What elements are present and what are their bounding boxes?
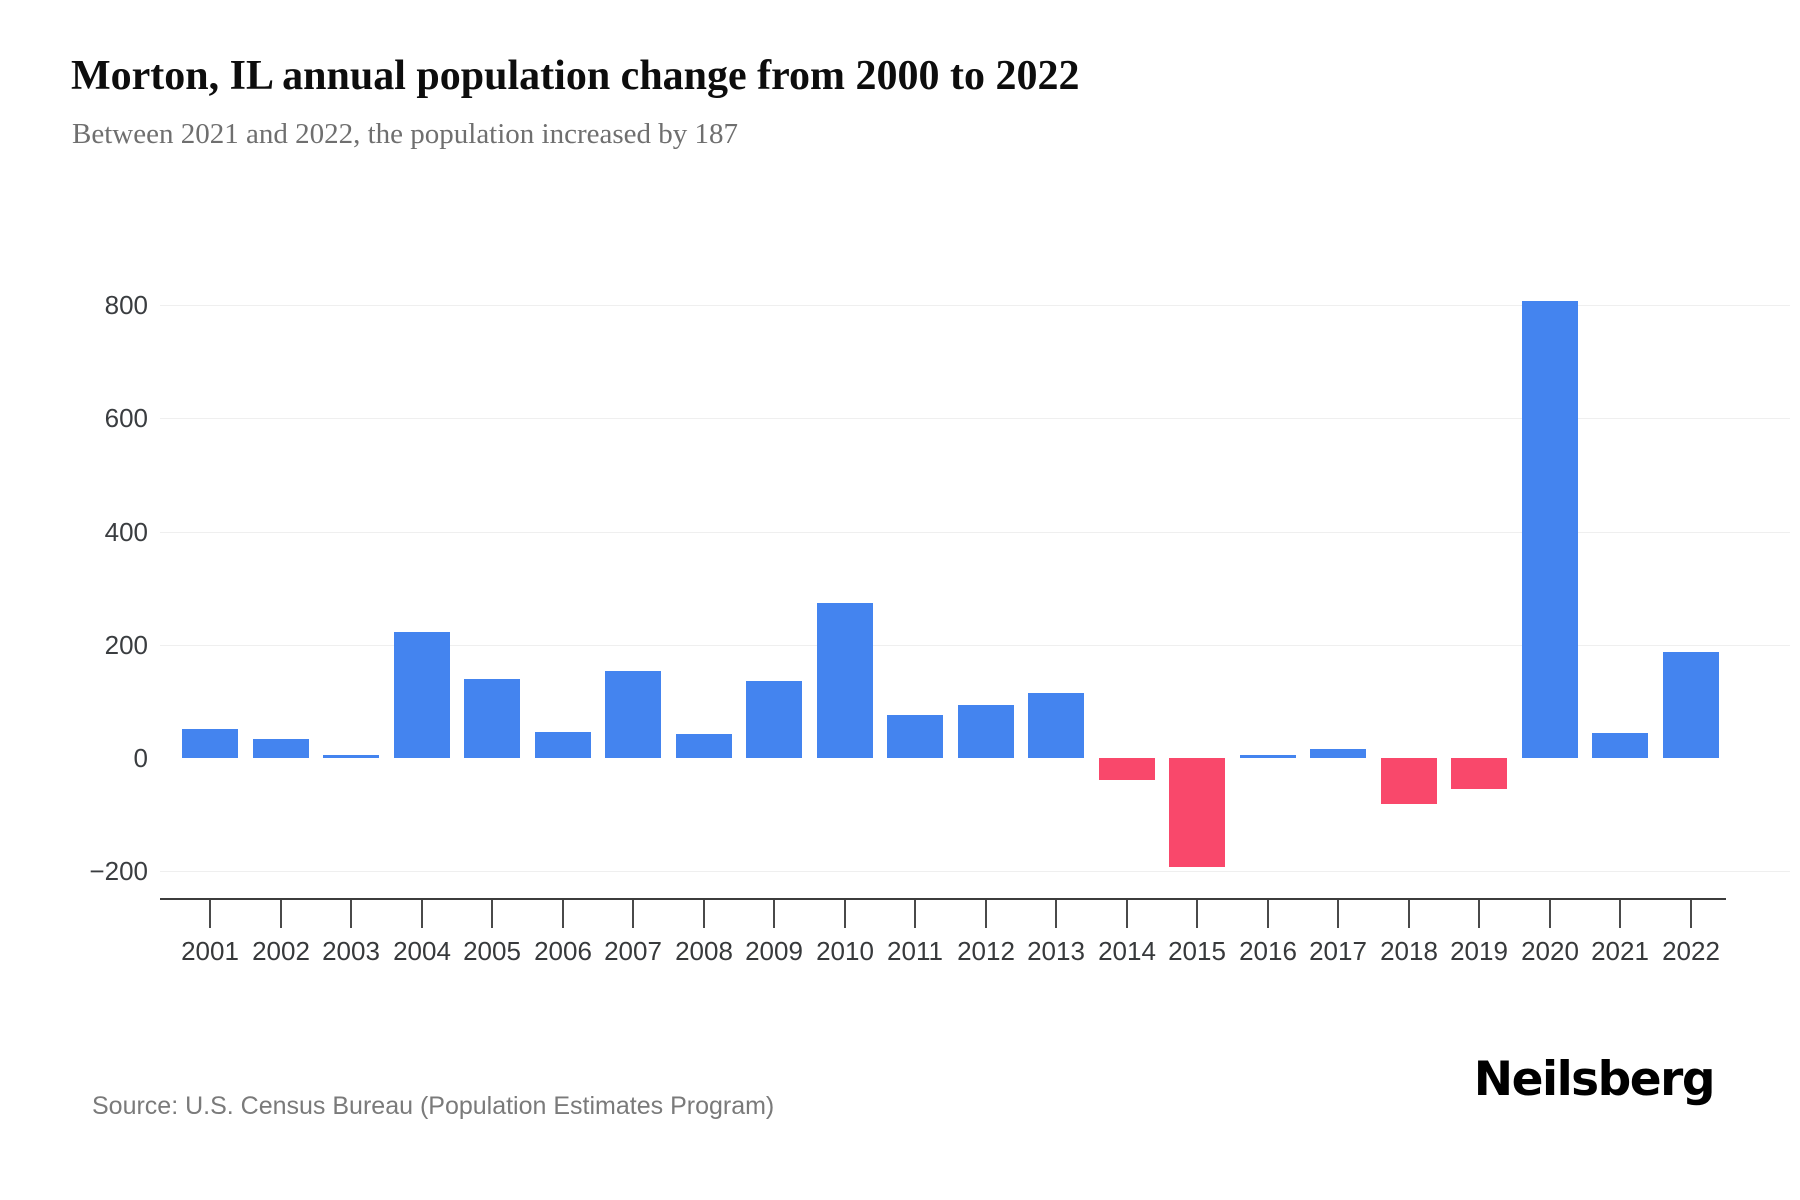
x-tick-2018 — [1408, 900, 1410, 928]
x-tick-label-2006: 2006 — [534, 936, 592, 966]
bar-2019[interactable] — [1451, 758, 1507, 789]
x-tick-2002 — [280, 900, 282, 928]
x-axis-line — [160, 898, 1726, 900]
x-tick-2003 — [350, 900, 352, 928]
x-tick-label-2009: 2009 — [745, 936, 803, 966]
bar-2002[interactable] — [253, 739, 309, 758]
x-tick-label-2011: 2011 — [887, 936, 943, 966]
x-tick-2010 — [844, 900, 846, 928]
x-tick-2011 — [914, 900, 916, 928]
x-tick-2006 — [562, 900, 564, 928]
x-tick-2008 — [703, 900, 705, 928]
x-tick-label-2004: 2004 — [393, 936, 451, 966]
y-tick-label--200: −200 — [89, 856, 148, 886]
gridline-400 — [160, 532, 1790, 533]
x-tick-2005 — [491, 900, 493, 928]
page-title: Morton, IL annual population change from… — [71, 53, 1080, 99]
y-tick-label-0: 0 — [133, 743, 148, 773]
x-tick-2014 — [1126, 900, 1128, 928]
x-tick-2012 — [985, 900, 987, 928]
bar-2005[interactable] — [464, 679, 520, 758]
bar-2017[interactable] — [1310, 749, 1366, 758]
bar-2012[interactable] — [958, 705, 1014, 758]
x-tick-label-2002: 2002 — [252, 936, 310, 966]
x-tick-label-2016: 2016 — [1239, 936, 1297, 966]
x-tick-2016 — [1267, 900, 1269, 928]
bar-2022[interactable] — [1663, 652, 1719, 758]
bar-2006[interactable] — [535, 732, 591, 758]
x-tick-label-2010: 2010 — [816, 936, 874, 966]
bar-2010[interactable] — [817, 603, 873, 758]
x-tick-label-2014: 2014 — [1098, 936, 1156, 966]
source-note: Source: U.S. Census Bureau (Population E… — [92, 1092, 775, 1120]
brand-logo[interactable]: Neilsberg — [1473, 1052, 1716, 1107]
bar-2014[interactable] — [1099, 758, 1155, 780]
x-tick-2021 — [1619, 900, 1621, 928]
y-tick-label-400: 400 — [104, 517, 148, 547]
x-tick-2001 — [209, 900, 211, 928]
bar-2020[interactable] — [1522, 301, 1578, 758]
bar-2015[interactable] — [1169, 758, 1225, 867]
x-tick-2015 — [1196, 900, 1198, 928]
x-tick-label-2013: 2013 — [1027, 936, 1085, 966]
bar-2013[interactable] — [1028, 693, 1084, 758]
x-tick-2022 — [1690, 900, 1692, 928]
x-tick-label-2022: 2022 — [1662, 936, 1720, 966]
bar-chart: 800 600 400 200 0 −200 2001 2002 2003 2004 2005 200… — [89, 290, 1790, 966]
x-tick-label-2008: 2008 — [675, 936, 733, 966]
x-tick-label-2020: 2020 — [1521, 936, 1579, 966]
x-tick-label-2018: 2018 — [1380, 936, 1438, 966]
bar-2021[interactable] — [1592, 733, 1648, 758]
bar-2001[interactable] — [182, 729, 238, 758]
gridline--200 — [160, 871, 1790, 872]
x-tick-label-2012: 2012 — [957, 936, 1015, 966]
bar-2009[interactable] — [746, 681, 802, 758]
x-tick-label-2007: 2007 — [604, 936, 662, 966]
x-tick-label-2003: 2003 — [322, 936, 380, 966]
x-tick-label-2001: 2001 — [181, 936, 239, 966]
y-tick-label-600: 600 — [104, 403, 148, 433]
x-tick-label-2017: 2017 — [1309, 936, 1367, 966]
x-tick-2020 — [1549, 900, 1551, 928]
x-tick-2004 — [421, 900, 423, 928]
gridline-800 — [160, 305, 1790, 306]
x-tick-label-2005: 2005 — [463, 936, 521, 966]
gridline-200 — [160, 645, 1790, 646]
y-tick-label-800: 800 — [104, 290, 148, 320]
x-tick-2013 — [1055, 900, 1057, 928]
bar-2016[interactable] — [1240, 755, 1296, 758]
x-tick-label-2021: 2021 — [1591, 936, 1649, 966]
bar-2004[interactable] — [394, 632, 450, 758]
gridline-600 — [160, 418, 1790, 419]
bar-2008[interactable] — [676, 734, 732, 758]
x-tick-label-2015: 2015 — [1168, 936, 1226, 966]
x-tick-2007 — [632, 900, 634, 928]
bar-2007[interactable] — [605, 671, 661, 758]
bar-2018[interactable] — [1381, 758, 1437, 804]
x-tick-2017 — [1337, 900, 1339, 928]
bar-2011[interactable] — [887, 715, 943, 758]
bar-2003[interactable] — [323, 755, 379, 758]
x-tick-2019 — [1478, 900, 1480, 928]
y-tick-label-200: 200 — [104, 630, 148, 660]
x-tick-label-2019: 2019 — [1450, 936, 1508, 966]
page-subtitle: Between 2021 and 2022, the population in… — [72, 118, 739, 150]
x-tick-2009 — [773, 900, 775, 928]
